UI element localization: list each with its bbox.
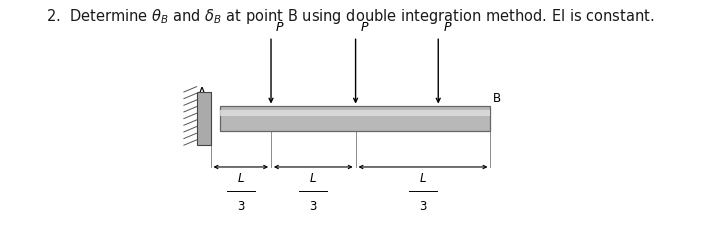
Text: A: A <box>198 86 206 99</box>
Text: L: L <box>310 172 317 185</box>
Bar <box>220 110 491 116</box>
Text: P: P <box>443 21 451 34</box>
Text: 3: 3 <box>310 200 317 213</box>
Text: 2.  Determine $\theta_B$ and $\delta_B$ at point B using double integration meth: 2. Determine $\theta_B$ and $\delta_B$ a… <box>46 7 655 26</box>
Text: L: L <box>420 172 426 185</box>
Text: 3: 3 <box>237 200 245 213</box>
Text: 3: 3 <box>419 200 427 213</box>
Text: L: L <box>238 172 244 185</box>
Bar <box>220 106 491 131</box>
Text: B: B <box>493 92 501 105</box>
Text: P: P <box>276 21 284 34</box>
Text: P: P <box>361 21 368 34</box>
Bar <box>196 92 210 145</box>
